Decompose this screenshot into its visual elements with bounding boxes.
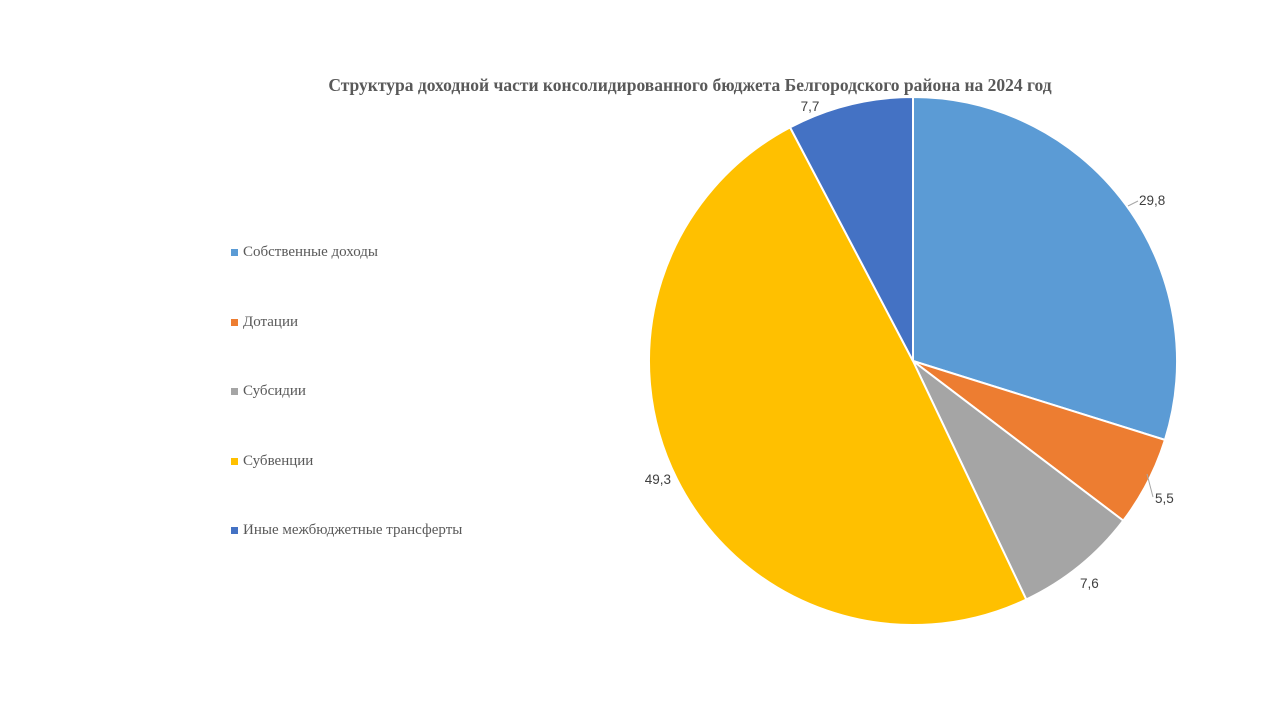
legend-label: Дотации [243, 314, 299, 330]
slice-other-transfers [788, 95, 914, 362]
slice-own-revenue [912, 95, 1179, 442]
leader-line [1127, 200, 1139, 207]
legend-swatch [231, 527, 238, 534]
data-label: 7,7 [801, 99, 820, 114]
legend-item-other-transfers: Иные межбюджетные трансферты [231, 522, 462, 539]
slice-subventions [648, 126, 1028, 626]
legend-label: Иные межбюджетные трансферты [243, 522, 463, 538]
legend-swatch [231, 458, 238, 465]
legend-item-grants: Дотации [231, 314, 298, 331]
slice-subsidies [912, 360, 1125, 601]
leader-line [1146, 473, 1154, 498]
legend-swatch [231, 319, 238, 326]
legend-swatch [231, 249, 238, 256]
data-label: 29,8 [1139, 193, 1165, 208]
legend-item-subventions: Субвенции [231, 453, 313, 470]
legend-label: Субсидии [243, 383, 306, 399]
data-label: 7,6 [1080, 576, 1099, 591]
legend-label: Субвенции [243, 453, 314, 469]
legend-swatch [231, 388, 238, 395]
legend-label: Собственные доходы [243, 244, 379, 260]
data-label: 49,3 [645, 472, 671, 487]
legend-item-own-revenue: Собственные доходы [231, 244, 378, 261]
chart-title: Структура доходной части консолидированн… [328, 75, 1052, 95]
legend-item-subsidies: Субсидии [231, 383, 306, 400]
data-label: 5,5 [1155, 491, 1174, 506]
